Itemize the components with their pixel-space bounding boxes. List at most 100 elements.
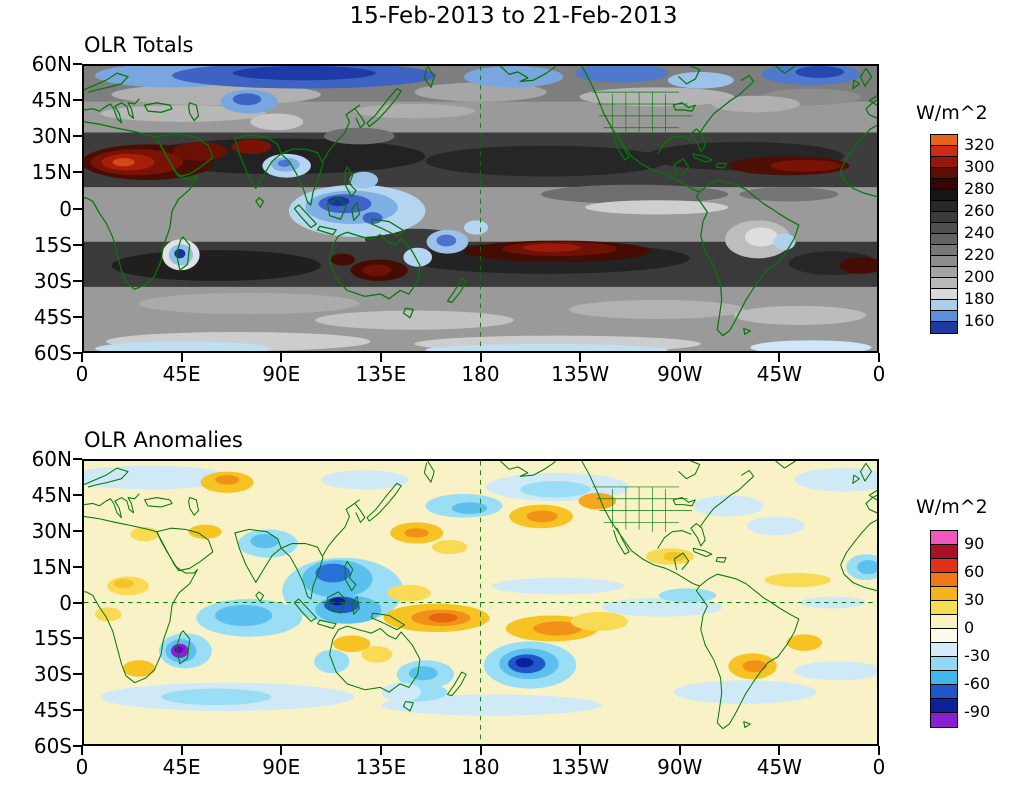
totals-lat-label: 0 <box>59 196 72 221</box>
anomalies-lat-label: 45N <box>31 482 72 507</box>
totals-lat-label: 60S <box>33 341 72 365</box>
anomalies-lat-label: 30N <box>31 518 72 543</box>
anomalies-colorbar-segment <box>931 657 957 671</box>
totals-colorbar-segment <box>931 135 957 146</box>
anomalies-lat-tick <box>73 637 82 640</box>
totals-lon-label: 90E <box>262 362 301 386</box>
totals-colorbar-tick-label: 180 <box>964 289 995 308</box>
anomalies-colorbar-tick-label: 30 <box>964 590 985 609</box>
anomalies-colorbar-segment <box>931 601 957 615</box>
anomalies-colorbar-tick-label: 90 <box>964 534 985 553</box>
totals-lat-label: 30N <box>31 124 72 149</box>
totals-colorbar-segment <box>931 212 957 223</box>
totals-colorbar-segment <box>931 168 957 179</box>
anomalies-colorbar-tick-label: -90 <box>964 702 991 721</box>
totals-lat-tick <box>73 99 82 102</box>
totals-lon-tick <box>579 353 582 362</box>
totals-lon-label: 0 <box>872 362 886 386</box>
anomalies-colorbar-tick-label: 60 <box>964 562 985 581</box>
totals-colorbar-tick-label: 320 <box>964 135 995 154</box>
anomalies-colorbar <box>930 530 958 728</box>
anomalies-lat-tick <box>73 673 82 676</box>
anomalies-colorbar-segment <box>931 573 957 587</box>
anomalies-colorbar-segment <box>931 713 957 727</box>
anomalies-colorbar-segment <box>931 685 957 699</box>
totals-colorbar-tick-label: 160 <box>964 311 995 330</box>
anomalies-colorbar-segment <box>931 671 957 685</box>
totals-lon-label: 90W <box>657 362 703 386</box>
anomalies-colorbar-segment <box>931 545 957 559</box>
totals-lon-tick <box>379 353 382 362</box>
totals-colorbar-segment <box>931 300 957 311</box>
anomalies-lon-label: 45E <box>162 755 201 779</box>
totals-colorbar-segment <box>931 190 957 201</box>
totals-lon-label: 135E <box>355 362 407 386</box>
anomalies-colorbar-title: W/m^2 <box>916 496 988 518</box>
figure-title: 15-Feb-2013 to 21-Feb-2013 <box>349 3 678 29</box>
totals-colorbar-segment <box>931 278 957 289</box>
anomalies-colorbar-tick-label: -30 <box>964 646 991 665</box>
anomalies-lon-tick <box>180 746 183 755</box>
totals-colorbar-segment <box>931 234 957 245</box>
anomalies-lon-label: 45W <box>756 755 802 779</box>
anomalies-lon-tick <box>280 746 283 755</box>
anomalies-lon-tick <box>579 746 582 755</box>
totals-colorbar-tick-label: 280 <box>964 179 995 198</box>
totals-colorbar-segment <box>931 289 957 300</box>
anomalies-lon-tick <box>479 746 482 755</box>
anomalies-colorbar-segment <box>931 559 957 573</box>
anomalies-panel-title: OLR Anomalies <box>84 428 243 452</box>
totals-lat-tick <box>73 135 82 138</box>
totals-lat-tick <box>73 279 82 282</box>
totals-lat-tick <box>73 63 82 65</box>
anomalies-lon-label: 90W <box>657 755 703 779</box>
totals-colorbar-tick-label: 300 <box>964 157 995 176</box>
totals-lon-tick <box>479 353 482 362</box>
totals-colorbar-segment <box>931 179 957 190</box>
totals-lat-label: 60N <box>31 52 72 76</box>
anomalies-lon-label: 0 <box>872 755 886 779</box>
totals-lon-tick <box>878 353 880 362</box>
anomalies-lat-label: 15N <box>31 554 72 579</box>
anomalies-lat-tick <box>73 709 82 712</box>
totals-lon-label: 135W <box>551 362 610 386</box>
totals-lon-tick <box>778 353 781 362</box>
totals-lat-tick <box>73 352 82 354</box>
anomalies-lon-label: 135E <box>355 755 407 779</box>
totals-colorbar-tick-label: 200 <box>964 267 995 286</box>
anomalies-colorbar-tick-label: -60 <box>964 674 991 693</box>
anomalies-colorbar-segment <box>931 629 957 643</box>
totals-lat-tick <box>73 207 82 210</box>
totals-lon-label: 180 <box>461 362 500 386</box>
totals-colorbar-title: W/m^2 <box>916 102 988 124</box>
totals-lat-tick <box>73 315 82 318</box>
anomalies-colorbar-segment <box>931 587 957 601</box>
anomalies-lat-label: 60N <box>31 447 72 471</box>
anomalies-lat-tick <box>73 565 82 568</box>
anomalies-colorbar-segment <box>931 531 957 545</box>
totals-lat-label: 15N <box>31 160 72 185</box>
totals-colorbar-tick-label: 240 <box>964 223 995 242</box>
totals-lon-label: 0 <box>75 362 89 386</box>
anomalies-lat-label: 15S <box>33 626 72 651</box>
totals-colorbar-segment <box>931 256 957 267</box>
totals-colorbar <box>930 134 958 334</box>
anomalies-map <box>82 459 879 746</box>
totals-lon-tick <box>280 353 283 362</box>
anomalies-lon-tick <box>778 746 781 755</box>
totals-colorbar-segment <box>931 157 957 168</box>
totals-colorbar-segment <box>931 201 957 212</box>
anomalies-lon-tick <box>878 746 880 755</box>
anomalies-lon-label: 180 <box>461 755 500 779</box>
anomalies-lon-tick <box>379 746 382 755</box>
anomalies-lat-tick <box>73 529 82 532</box>
anomalies-lat-label: 30S <box>33 662 72 687</box>
anomalies-colorbar-tick-label: 0 <box>964 618 975 637</box>
totals-lon-label: 45E <box>162 362 201 386</box>
anomalies-colorbar-segment <box>931 699 957 713</box>
anomalies-lat-tick <box>73 745 82 747</box>
anomalies-lat-label: 0 <box>59 590 72 615</box>
totals-map-canvas <box>84 66 877 351</box>
anomalies-colorbar-segment <box>931 615 957 629</box>
